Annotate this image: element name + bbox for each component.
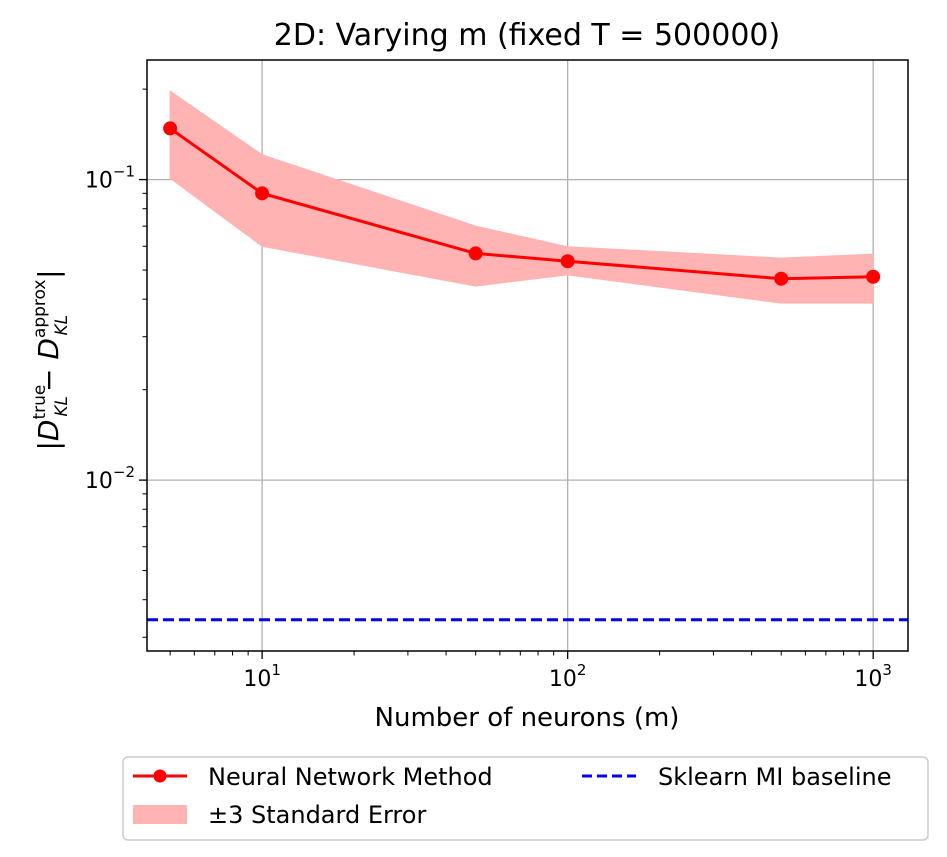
nn-series xyxy=(163,121,881,286)
legend-swatch-band xyxy=(133,805,187,824)
nn-data-point xyxy=(774,271,789,286)
nn-data-point xyxy=(560,254,575,269)
error-band xyxy=(169,90,874,304)
grid-lines xyxy=(147,60,908,651)
y-tick-label: 10−2 xyxy=(85,463,135,494)
legend-label-nn: Neural Network Method xyxy=(208,763,493,791)
x-tick-label: 102 xyxy=(549,661,587,692)
legend-label-baseline: Sklearn MI baseline xyxy=(658,763,892,791)
plot-frame xyxy=(146,59,909,652)
axis-ticks: 101 102 103 10−2 10−1 xyxy=(85,88,892,692)
nn-data-point xyxy=(163,121,178,136)
x-tick-label: 101 xyxy=(243,661,281,692)
y-axis-label: |Dtrue KL− Dapprox KL| xyxy=(30,269,72,450)
x-tick-label: 103 xyxy=(854,661,892,692)
nn-data-point xyxy=(468,246,483,261)
legend-box xyxy=(122,756,929,841)
legend: Neural Network Method ±3 Standard Error … xyxy=(122,756,929,841)
error-band-area xyxy=(169,90,874,304)
legend-label-band: ±3 Standard Error xyxy=(208,801,426,829)
y-tick-label: 10−1 xyxy=(85,163,135,194)
legend-swatch-nn-marker xyxy=(153,769,167,783)
chart-title: 2D: Varying m (fixed T = 500000) xyxy=(274,18,780,53)
x-axis-label: Number of neurons (m) xyxy=(375,703,680,733)
nn-data-point xyxy=(255,186,270,201)
nn-series-line xyxy=(169,127,874,281)
nn-data-point xyxy=(866,269,881,284)
